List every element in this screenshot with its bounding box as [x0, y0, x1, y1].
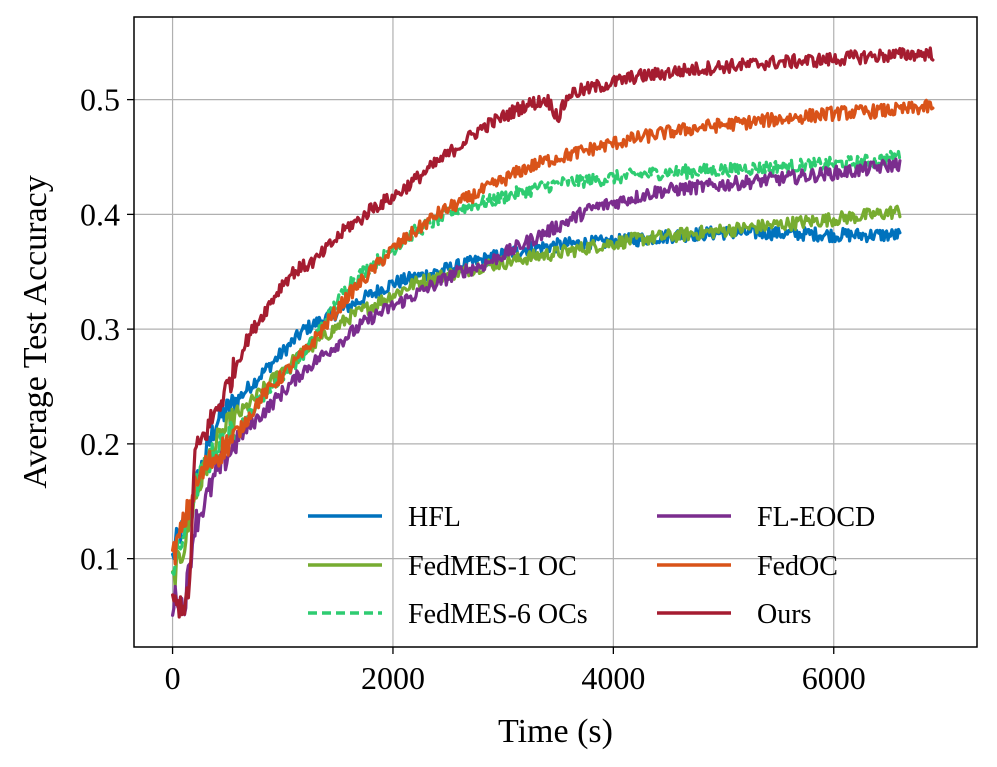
- x-tick-label: 2000: [361, 660, 425, 696]
- legend-label-fl-eocd: FL-EOCD: [757, 502, 875, 533]
- x-tick-label: 0: [165, 660, 181, 696]
- x-tick-label: 6000: [802, 660, 866, 696]
- y-tick-label: 0.2: [80, 426, 120, 462]
- x-tick-label: 4000: [581, 660, 645, 696]
- plot-frame: [133, 16, 978, 648]
- grid-lines: [134, 17, 977, 647]
- legend-label-fedoc: FedOC: [757, 551, 838, 582]
- legend-label-fedmes-1-oc: FedMES-1 OC: [408, 551, 577, 582]
- series-group: [171, 46, 935, 619]
- y-tick-label: 0.5: [80, 82, 120, 118]
- series-line-fedoc: [171, 98, 935, 566]
- y-tick-label: 0.1: [80, 541, 120, 577]
- y-axis: 0.1 0.2 0.3 0.4 0.5: [80, 82, 134, 577]
- y-tick-label: 0.4: [80, 196, 120, 232]
- legend: HFL FedMES-1 OC FedMES-6 OCs FL-EOCD FedOC Ou…: [308, 502, 875, 630]
- y-axis-title: Average Test Accuracy: [17, 175, 54, 489]
- x-axis: 0 2000 4000 6000: [165, 647, 866, 696]
- legend-label-fedmes-6-ocs: FedMES-6 OCs: [408, 599, 588, 630]
- legend-label-ours: Ours: [757, 599, 811, 630]
- series-line-fl-eocd: [171, 157, 902, 617]
- series-line-ours: [171, 46, 935, 619]
- legend-label-hfl: HFL: [408, 502, 461, 533]
- y-tick-label: 0.3: [80, 311, 120, 347]
- x-axis-title: Time (s): [498, 713, 613, 750]
